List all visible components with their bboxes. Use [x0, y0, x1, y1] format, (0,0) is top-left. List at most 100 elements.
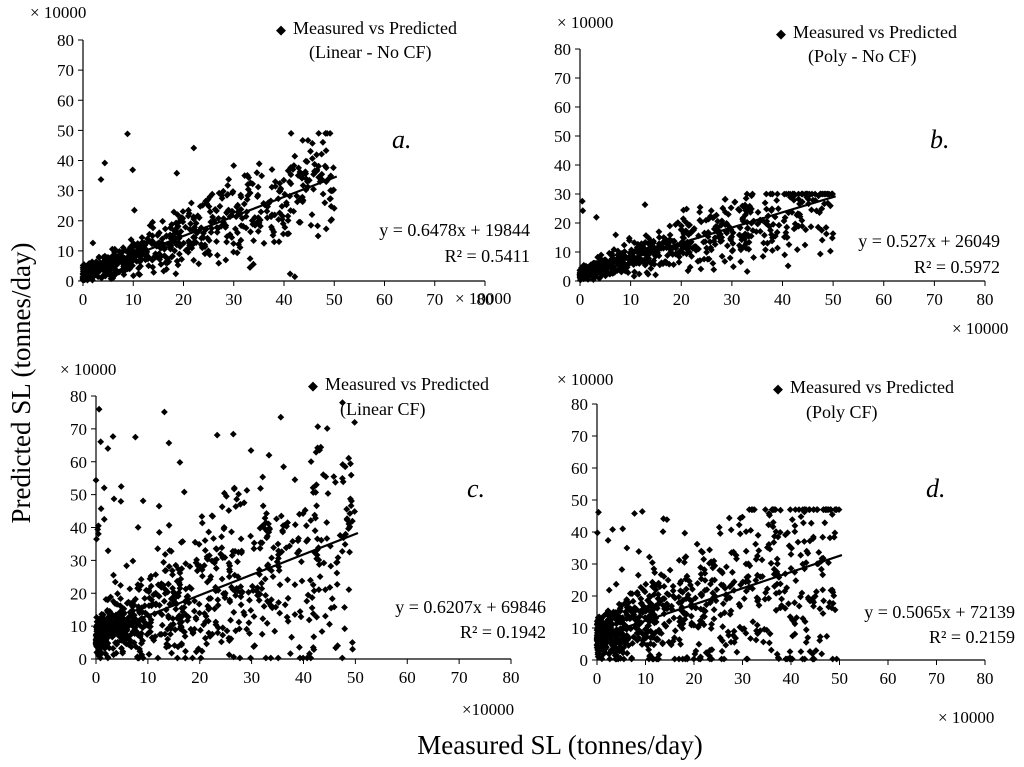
data-point	[110, 495, 118, 503]
data-point	[807, 223, 815, 231]
data-point	[810, 602, 817, 610]
data-point	[154, 545, 162, 553]
data-point	[129, 628, 137, 635]
data-point	[830, 533, 838, 541]
data-point	[724, 242, 731, 250]
data-point	[829, 230, 837, 237]
data-point	[223, 492, 230, 500]
data-point	[682, 227, 690, 235]
data-point	[276, 180, 284, 187]
y-tick-label: 40	[57, 152, 74, 171]
data-point	[230, 248, 237, 256]
data-point	[327, 172, 335, 180]
data-point	[264, 561, 272, 569]
data-point	[130, 272, 137, 280]
data-point	[647, 265, 655, 272]
data-point	[649, 603, 657, 611]
data-point	[147, 628, 154, 636]
data-point	[257, 208, 265, 216]
data-point	[212, 564, 220, 572]
data-point	[228, 234, 236, 241]
data-point	[255, 160, 263, 168]
data-point	[178, 255, 185, 263]
data-point	[113, 640, 121, 648]
data-point	[102, 617, 110, 624]
data-point	[655, 240, 663, 248]
data-point	[626, 237, 633, 244]
data-point	[646, 553, 653, 561]
data-point	[102, 650, 109, 658]
data-point	[109, 621, 117, 629]
data-point	[182, 647, 189, 655]
data-point	[260, 603, 268, 610]
data-point	[117, 595, 124, 602]
data-point	[207, 573, 215, 580]
data-point	[226, 637, 233, 644]
x-tick-label: 70	[928, 669, 945, 688]
panel-label: a.	[392, 125, 412, 154]
data-point	[161, 586, 169, 593]
data-point	[283, 613, 291, 621]
data-point	[659, 528, 667, 535]
data-point	[79, 262, 87, 269]
data-point	[206, 251, 214, 259]
data-point	[711, 241, 719, 248]
data-point	[127, 638, 135, 646]
y-tick-label: 20	[57, 212, 74, 231]
data-point	[747, 527, 755, 534]
data-point	[696, 203, 704, 211]
y-tick-label: 60	[70, 453, 87, 472]
data-point	[801, 241, 809, 249]
data-point	[660, 583, 668, 590]
data-point	[315, 162, 322, 170]
data-point	[666, 222, 674, 230]
data-point	[186, 241, 193, 249]
data-point	[612, 231, 620, 239]
data-point	[792, 577, 800, 584]
data-point	[604, 537, 612, 544]
data-point	[319, 138, 327, 146]
data-point	[296, 608, 304, 615]
data-point	[161, 551, 169, 558]
data-point	[87, 273, 95, 280]
data-point	[179, 218, 187, 226]
x-tick-label: 0	[92, 668, 101, 687]
data-point	[311, 527, 319, 535]
data-point	[687, 581, 694, 589]
data-point	[691, 243, 698, 250]
data-point	[737, 581, 744, 589]
data-point	[811, 190, 819, 198]
data-point	[342, 530, 349, 538]
data-point	[184, 617, 191, 624]
data-point	[700, 555, 708, 563]
data-point	[308, 604, 316, 612]
y-tick-label: 60	[571, 459, 588, 478]
data-point	[774, 244, 781, 252]
data-point	[710, 266, 718, 273]
data-point	[213, 556, 220, 563]
data-point	[190, 607, 198, 615]
data-point	[662, 622, 670, 630]
data-point	[598, 655, 606, 663]
data-point	[208, 630, 216, 638]
data-point	[110, 263, 117, 271]
data-point	[234, 201, 242, 209]
data-point	[619, 649, 627, 657]
data-point	[247, 447, 255, 454]
data-point	[712, 597, 720, 605]
y-multiplier: × 10000	[60, 360, 116, 379]
data-point	[236, 654, 244, 662]
data-point	[276, 581, 284, 589]
data-point	[322, 225, 330, 233]
data-point	[742, 629, 750, 637]
data-point	[790, 196, 798, 204]
data-point	[694, 580, 701, 587]
legend-marker-icon: ◆	[773, 381, 783, 396]
panel-label: b.	[930, 125, 950, 154]
data-point	[718, 252, 726, 260]
data-point	[218, 638, 225, 646]
data-point	[172, 605, 180, 613]
data-point	[170, 227, 178, 234]
data-point	[284, 212, 292, 220]
x-tick-label: 10	[125, 290, 142, 309]
